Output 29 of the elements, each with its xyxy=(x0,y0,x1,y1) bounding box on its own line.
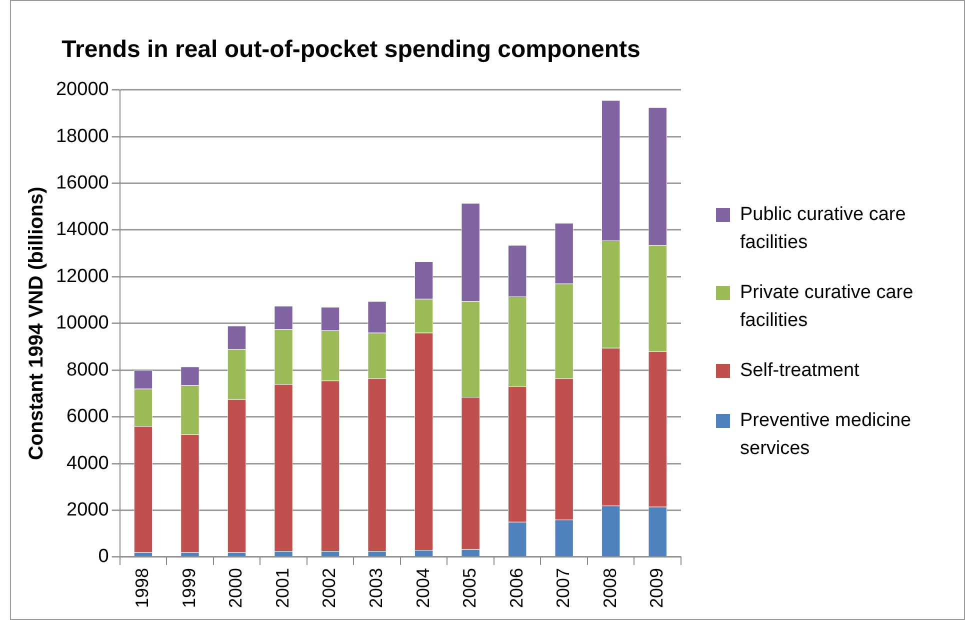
legend-label: Public curative care facilities xyxy=(740,203,907,255)
chart-title: Trends in real out-of-pocket spending components xyxy=(62,36,640,64)
legend-label: Preventive medicine services xyxy=(740,409,912,461)
x-tick-label: 2000 xyxy=(226,568,246,608)
x-tick-label: 2009 xyxy=(646,568,667,608)
y-tick-label: 2000 xyxy=(66,499,109,520)
x-tick-label: 2001 xyxy=(272,568,292,608)
y-axis-title: Constant 1994 VND (billions) xyxy=(26,186,48,460)
x-tick-label: 2004 xyxy=(412,568,433,608)
y-tick-label: 18000 xyxy=(56,126,109,147)
y-tick-label: 12000 xyxy=(56,266,109,287)
legend-label: Self-treatment xyxy=(740,359,860,383)
y-tick-label: 14000 xyxy=(56,219,109,240)
x-tick-label: 2007 xyxy=(553,568,574,608)
y-tick-label: 8000 xyxy=(66,359,109,380)
x-tick-label: 2008 xyxy=(600,568,620,608)
x-tick-label: 2002 xyxy=(319,568,340,608)
x-tick-label: 2006 xyxy=(506,568,526,608)
y-tick-label: 4000 xyxy=(66,452,109,474)
y-tick-label: 0 xyxy=(98,546,109,568)
y-tick-label: 20000 xyxy=(56,79,109,100)
x-tick-label: 2003 xyxy=(366,568,386,608)
x-tick-label: 1998 xyxy=(132,568,152,608)
y-tick-label: 10000 xyxy=(56,312,109,334)
y-tick-label: 16000 xyxy=(56,172,109,194)
x-tick-label: 1999 xyxy=(178,568,199,608)
x-tick-label: 2005 xyxy=(460,568,480,608)
legend-label: Private curative care facilities xyxy=(740,281,914,333)
y-tick-label: 6000 xyxy=(66,406,109,428)
